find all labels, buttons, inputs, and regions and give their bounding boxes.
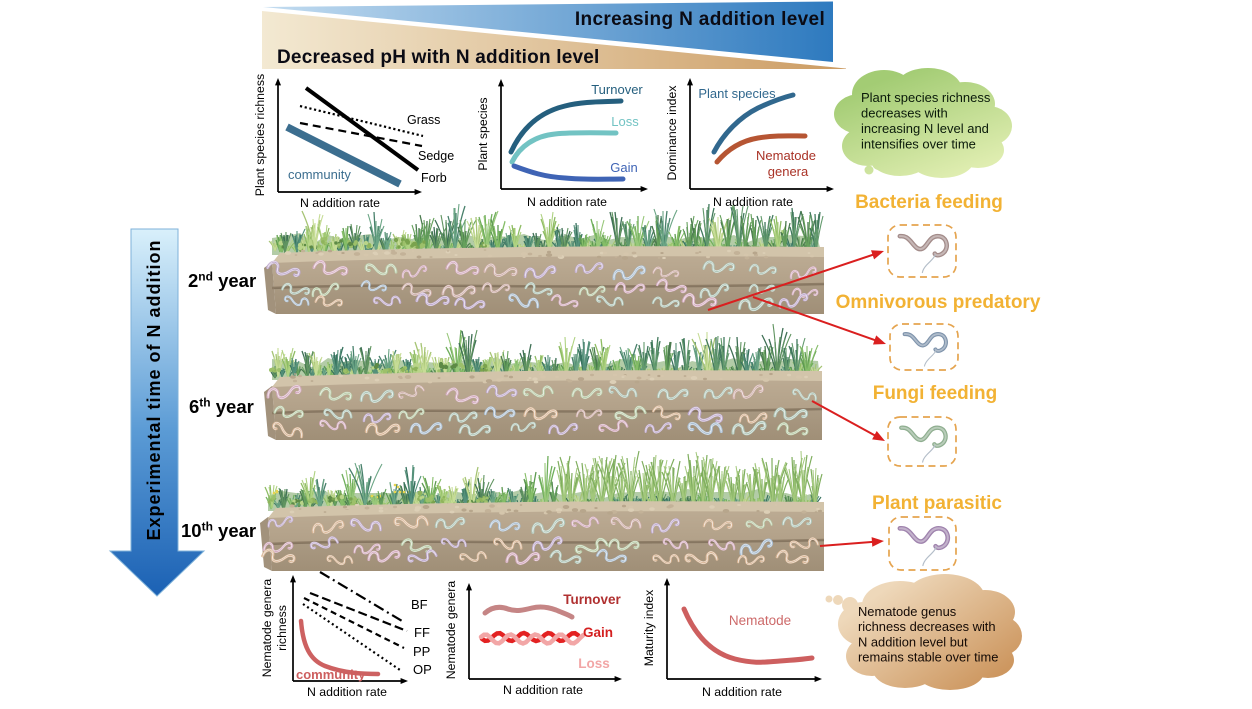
svg-text:Maturity index: Maturity index <box>642 589 656 666</box>
svg-text:6th year: 6th year <box>189 396 254 418</box>
svg-text:genera: genera <box>768 164 809 179</box>
svg-text:Plant species richness: Plant species richness <box>253 74 267 196</box>
svg-text:N addition rate: N addition rate <box>300 196 380 210</box>
svg-text:N addition rate: N addition rate <box>702 685 782 699</box>
svg-text:FF: FF <box>414 625 430 640</box>
svg-text:Nematode genera: Nematode genera <box>444 581 458 680</box>
svg-text:Loss: Loss <box>611 114 639 129</box>
svg-text:Fungi feeding: Fungi feeding <box>873 383 998 404</box>
svg-text:Plant species richness: Plant species richness <box>861 90 991 105</box>
svg-text:Omnivorous predatory: Omnivorous predatory <box>836 292 1041 313</box>
svg-text:Bacteria feeding: Bacteria feeding <box>855 192 1003 213</box>
svg-text:N addition rate: N addition rate <box>503 683 583 697</box>
svg-text:remains stable over time: remains stable over time <box>858 650 998 665</box>
svg-text:Increasing N addition level: Increasing N addition level <box>575 9 825 30</box>
svg-text:BF: BF <box>411 597 428 612</box>
svg-text:Plant species: Plant species <box>476 97 490 170</box>
svg-text:Plant parasitic: Plant parasitic <box>872 493 1002 514</box>
svg-text:Sedge: Sedge <box>418 149 454 163</box>
svg-text:OP: OP <box>413 662 432 677</box>
svg-text:N addition rate: N addition rate <box>713 195 793 209</box>
svg-text:richness: richness <box>275 605 289 651</box>
svg-text:Plant species: Plant species <box>698 86 776 101</box>
svg-text:PP: PP <box>413 644 430 659</box>
svg-text:Nematode genus: Nematode genus <box>858 604 956 619</box>
svg-text:Decreased pH with N addition l: Decreased pH with N addition level <box>277 47 600 68</box>
svg-text:Nematode: Nematode <box>756 148 816 163</box>
svg-text:intensifies over time: intensifies over time <box>861 137 976 152</box>
svg-text:community: community <box>288 167 351 182</box>
svg-text:2nd year: 2nd year <box>188 270 256 292</box>
svg-text:Experimental time of N additio: Experimental time of N addition <box>144 239 164 540</box>
svg-text:Turnover: Turnover <box>591 82 643 97</box>
svg-text:N addition rate: N addition rate <box>527 195 607 209</box>
svg-text:decreases with: decreases with <box>861 106 948 121</box>
svg-text:Gain: Gain <box>583 625 613 640</box>
svg-text:Nematode: Nematode <box>729 613 791 628</box>
svg-text:10th year: 10th year <box>181 520 256 542</box>
svg-text:Turnover: Turnover <box>563 592 621 607</box>
svg-text:Nematode genera: Nematode genera <box>260 579 274 678</box>
svg-text:Dominance index: Dominance index <box>665 85 679 181</box>
svg-text:community: community <box>296 667 366 682</box>
svg-text:richness decreases with: richness decreases with <box>858 619 996 634</box>
svg-text:Gain: Gain <box>610 160 637 175</box>
svg-text:N addition level but: N addition level but <box>858 634 968 649</box>
svg-text:increasing N level and: increasing N level and <box>861 121 989 136</box>
svg-text:Forb: Forb <box>421 171 447 185</box>
svg-text:Loss: Loss <box>578 656 610 671</box>
svg-text:Grass: Grass <box>407 113 440 127</box>
svg-text:N addition rate: N addition rate <box>307 685 387 699</box>
